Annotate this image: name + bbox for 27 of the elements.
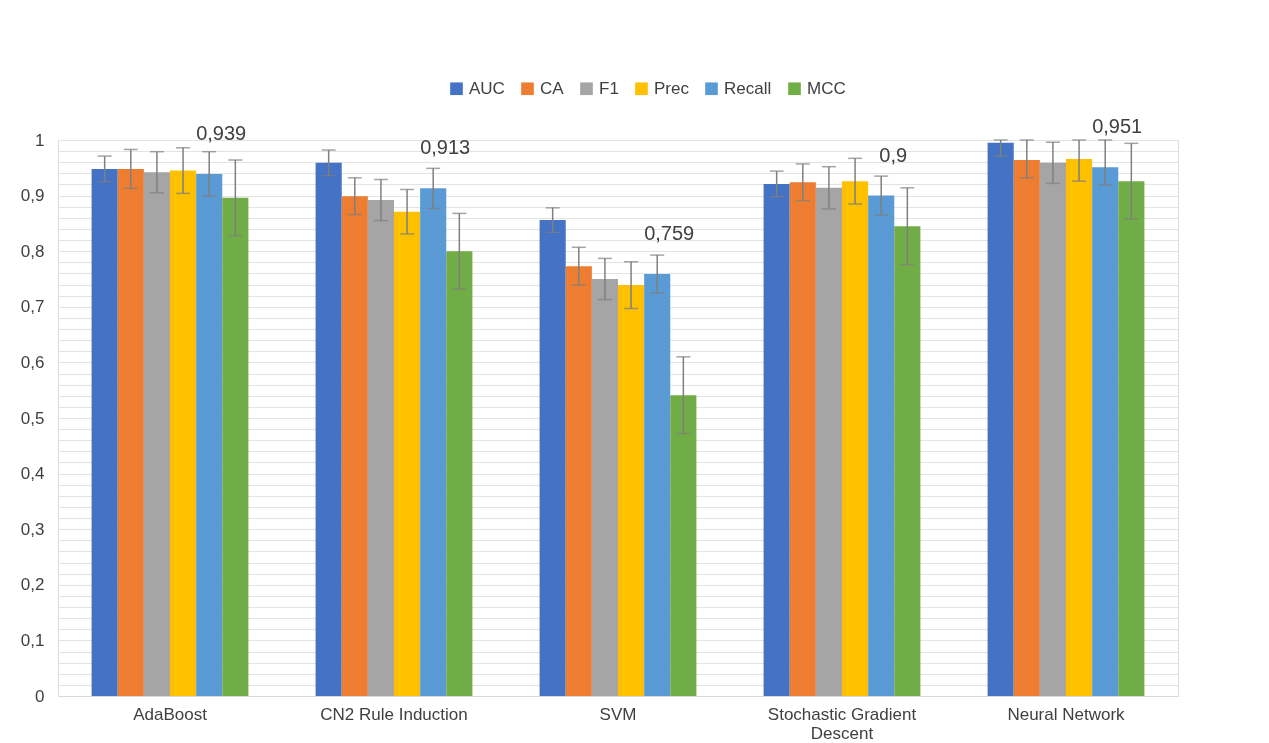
- x-tick-label: Stochastic Gradient Descent: [767, 704, 917, 743]
- legend-label: AUC: [469, 78, 505, 98]
- y-tick-label: 0,1: [20, 630, 45, 650]
- legend-label: F1: [599, 78, 619, 98]
- y-tick-label: 0,6: [20, 352, 45, 372]
- x-tick-label: SVM: [599, 704, 637, 724]
- data-label: 0,9: [879, 143, 908, 166]
- data-label: 0,939: [196, 121, 247, 144]
- x-tick-label: CN2 Rule Induction: [320, 704, 468, 724]
- x-tick-label: Neural Network: [1007, 704, 1126, 724]
- y-tick-label: 0,8: [20, 241, 45, 261]
- y-tick-label: 1: [35, 130, 45, 150]
- y-tick-label: 0,7: [20, 297, 45, 317]
- y-tick-label: 0,9: [20, 186, 45, 206]
- data-label: 0,951: [1092, 115, 1143, 138]
- data-label: 0,913: [420, 136, 471, 159]
- legend-label: MCC: [807, 78, 846, 98]
- y-tick-label: 0: [35, 686, 45, 706]
- y-tick-label: 0,5: [20, 408, 45, 428]
- data-label: 0,759: [644, 222, 695, 244]
- legend-label: Recall: [724, 78, 772, 98]
- legend-label: CA: [540, 78, 565, 98]
- x-tick-label: AdaBoost: [133, 704, 208, 724]
- y-tick-label: 0,2: [20, 575, 45, 595]
- y-tick-label: 0,4: [20, 464, 45, 484]
- y-tick-label: 0,3: [20, 519, 45, 539]
- legend-label: Prec: [654, 78, 690, 98]
